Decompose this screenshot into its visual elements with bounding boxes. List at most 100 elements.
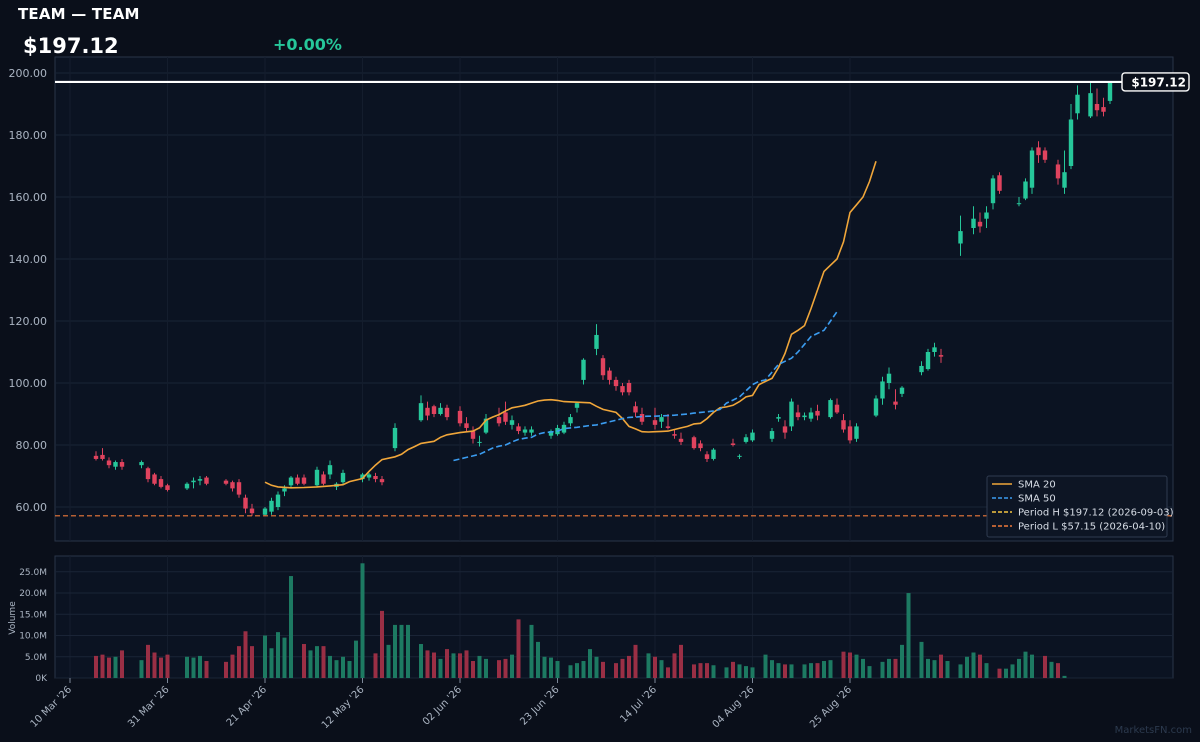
candle-body — [737, 455, 742, 457]
volume-bar — [471, 661, 475, 678]
candle-body — [314, 469, 320, 486]
volume-bar — [139, 660, 144, 678]
price-tick-label: 60.00 — [16, 501, 48, 514]
volume-bar — [750, 667, 755, 678]
volume-bar — [380, 610, 384, 678]
candle-body — [828, 400, 833, 418]
volume-bar — [893, 658, 898, 678]
volume-bar — [347, 661, 352, 678]
candle-body — [639, 414, 645, 422]
volume-tick-label: 25.0M — [19, 568, 47, 578]
candle-body — [938, 355, 944, 357]
candle-body — [1075, 94, 1080, 114]
candle-body — [997, 175, 1002, 191]
volume-bar — [763, 654, 768, 678]
volume-bar — [1043, 655, 1047, 678]
candle-body — [425, 407, 430, 416]
candle-body — [841, 420, 846, 430]
volume-bar — [282, 637, 287, 678]
volume-bar — [1023, 651, 1028, 678]
candle-body — [873, 398, 879, 416]
candle-body — [1016, 203, 1022, 205]
x-tick-label: 14 Jul '26 — [618, 684, 659, 725]
volume-bar — [360, 563, 365, 678]
candle-body — [373, 476, 378, 480]
candle-body — [366, 474, 372, 478]
volume-bar — [399, 624, 404, 678]
candle-body — [1042, 150, 1048, 160]
legend-label: Period H $197.12 (2026-09-03) — [1018, 508, 1174, 519]
volume-bar — [263, 635, 267, 678]
volume-bar — [308, 650, 313, 678]
volume-bar — [484, 658, 488, 678]
x-tick-label: 31 Mar '26 — [126, 684, 172, 730]
volume-bar — [425, 650, 430, 678]
volume-bar — [731, 661, 735, 678]
volume-bar — [373, 653, 378, 678]
candle-body — [158, 479, 164, 487]
x-tick-label: 10 Mar '26 — [29, 684, 75, 730]
volume-bar — [575, 663, 579, 678]
candle-body — [730, 443, 736, 445]
volume-bar — [477, 655, 482, 678]
price-tick-label: 100.00 — [9, 377, 48, 390]
candle-body — [145, 468, 151, 480]
candle-body — [295, 477, 300, 484]
candle-body — [477, 441, 482, 443]
volume-tick-label: 10.0M — [19, 632, 47, 642]
candle-body — [321, 474, 326, 484]
volume-bar — [529, 624, 534, 678]
volume-bar — [458, 653, 462, 678]
volume-bar — [120, 650, 124, 678]
volume-bar — [113, 656, 118, 678]
volume-bar — [438, 658, 443, 678]
volume-bar — [419, 644, 423, 678]
candle-body — [113, 462, 118, 467]
candle-body — [483, 418, 489, 433]
volume-bar — [516, 619, 521, 678]
volume-bar — [867, 666, 872, 678]
volume-bar — [289, 576, 293, 678]
price-tick-label: 160.00 — [9, 191, 48, 204]
volume-bar — [971, 652, 976, 678]
volume-bar — [159, 657, 163, 678]
candle-body — [691, 437, 697, 449]
candle-body — [223, 480, 229, 484]
candle-body — [633, 406, 638, 413]
candle-body — [899, 387, 905, 394]
volume-bar — [269, 648, 274, 678]
candle-body — [503, 412, 508, 422]
candle-body — [769, 431, 775, 439]
price-tick-label: 80.00 — [16, 439, 48, 452]
volume-bar — [1030, 654, 1034, 678]
volume-bar — [594, 656, 599, 678]
volume-bar — [705, 663, 709, 678]
candle-body — [418, 403, 424, 421]
candle-body — [893, 401, 898, 405]
volume-bar — [815, 663, 820, 678]
candle-body — [139, 462, 144, 466]
candle-body — [1023, 181, 1028, 199]
candle-body — [958, 231, 963, 244]
candle-body — [152, 474, 157, 484]
volume-bar — [822, 661, 826, 678]
volume-bar — [1017, 658, 1021, 678]
candle-body — [672, 434, 677, 436]
volume-bar — [711, 665, 716, 678]
volume-bar — [880, 661, 885, 678]
candle-body — [1094, 104, 1100, 111]
volume-bar — [601, 661, 605, 678]
candle-body — [620, 386, 625, 393]
volume-bar — [802, 664, 807, 678]
volume-bar — [965, 656, 969, 678]
candle-body — [1055, 164, 1061, 179]
candle-body — [470, 431, 476, 439]
x-tick-label: 21 Apr '26 — [225, 684, 269, 728]
candle-body — [600, 358, 606, 376]
candle-body — [360, 474, 365, 480]
ticker-title: TEAM — TEAM — [18, 5, 140, 23]
candle-body — [925, 352, 931, 370]
volume-bar — [406, 624, 410, 678]
volume-bar — [230, 654, 235, 678]
